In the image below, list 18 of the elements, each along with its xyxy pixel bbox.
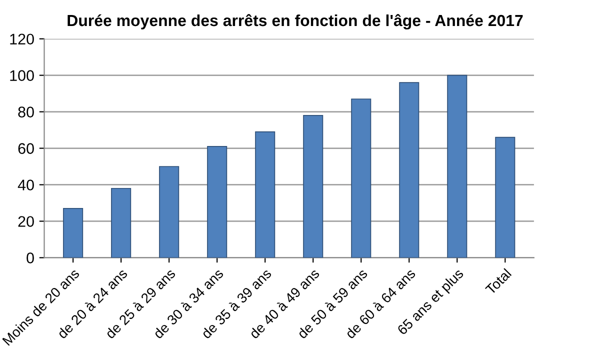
bar (447, 74, 468, 258)
bar (255, 131, 276, 258)
bar (399, 82, 420, 258)
chart-title: Durée moyenne des arrêts en fonction de l'âge - Année 2017 (68, 14, 523, 30)
bar (495, 136, 516, 258)
bar (207, 146, 228, 258)
bar (111, 188, 132, 258)
y-tick-label: 80 (18, 106, 34, 118)
y-tick-label: 100 (10, 70, 34, 81)
bar (159, 166, 180, 258)
y-tick-label: 20 (18, 216, 34, 227)
bar (303, 115, 324, 258)
bar (351, 98, 372, 258)
bar (63, 208, 84, 258)
y-tick-label: 40 (18, 180, 34, 190)
y-tick-label: 120 (10, 34, 34, 45)
y-tick-label: 0 (26, 252, 34, 264)
y-tick-label: 60 (18, 143, 34, 154)
